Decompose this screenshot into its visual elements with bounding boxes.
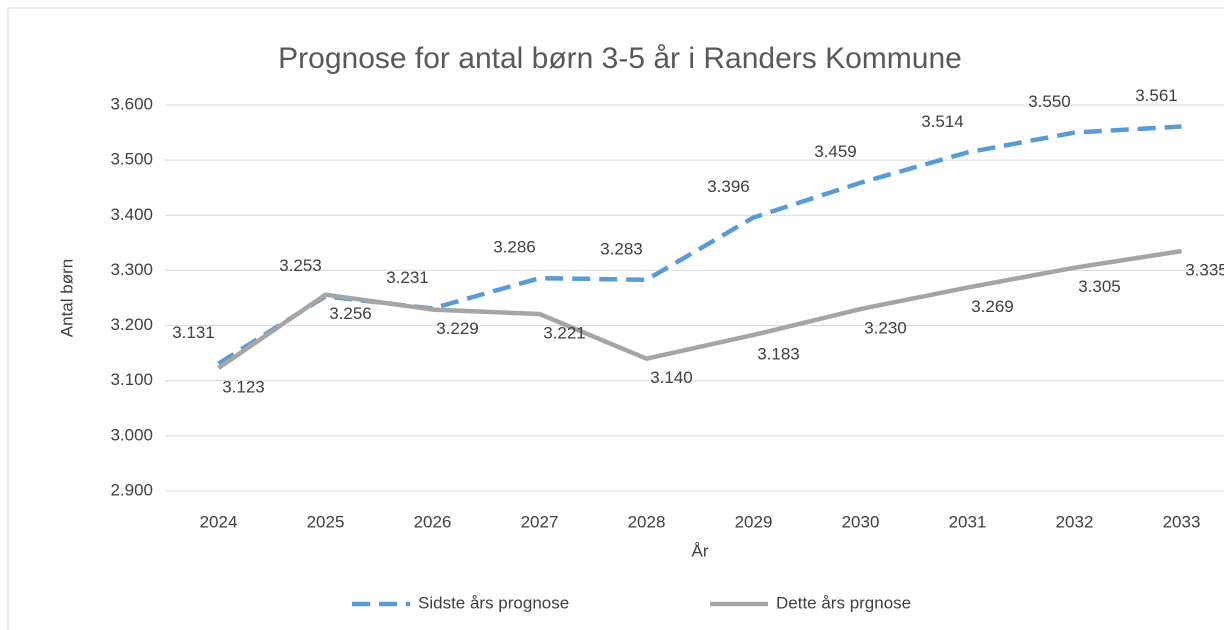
data-label: 3.123: [222, 378, 265, 397]
data-label: 3.396: [707, 177, 750, 196]
chart-title: Prognose for antal børn 3-5 år i Randers…: [278, 42, 962, 75]
data-label: 3.269: [971, 297, 1014, 316]
y-tick-label: 3.600: [110, 94, 153, 113]
series-line: [217, 124, 1182, 366]
data-label: 3.183: [757, 344, 800, 363]
x-tick-label: 2030: [842, 512, 880, 531]
data-label: 3.131: [172, 323, 215, 342]
y-tick-label: 3.100: [110, 370, 153, 389]
data-label: 3.283: [600, 239, 643, 258]
data-label: 3.305: [1078, 277, 1121, 296]
x-tick-label: 2028: [628, 512, 666, 531]
data-label: 3.514: [921, 112, 964, 131]
chart-border: [7, 7, 1224, 630]
legend-label: Dette års prgnose: [776, 593, 911, 612]
y-tick-label: 3.000: [110, 425, 153, 444]
series-line: [217, 248, 1182, 370]
x-tick-label: 2033: [1163, 512, 1201, 531]
y-tick-label: 3.300: [110, 260, 153, 279]
data-label: 3.335: [1185, 261, 1224, 280]
x-tick-label: 2025: [307, 512, 345, 531]
x-tick-label: 2027: [521, 512, 559, 531]
data-label: 3.140: [650, 368, 693, 387]
x-tick-label: 2032: [1056, 512, 1094, 531]
y-tick-label: 3.200: [110, 315, 153, 334]
data-label: 3.229: [436, 319, 479, 338]
x-tick-label: 2026: [414, 512, 452, 531]
data-label: 3.253: [279, 256, 322, 275]
legend-label: Sidste års prognose: [418, 593, 569, 612]
data-label: 3.230: [864, 319, 907, 338]
data-label: 3.459: [814, 142, 857, 161]
x-axis-label: År: [692, 541, 709, 560]
x-tick-label: 2024: [200, 512, 238, 531]
x-tick-label: 2031: [949, 512, 987, 531]
data-label: 3.231: [386, 268, 429, 287]
data-label: 3.561: [1135, 86, 1178, 105]
y-tick-label: 2.900: [110, 480, 153, 499]
data-label: 3.550: [1028, 92, 1071, 111]
data-label: 3.256: [329, 304, 372, 323]
x-tick-label: 2029: [735, 512, 773, 531]
data-label: 3.221: [543, 323, 586, 342]
y-tick-label: 3.400: [110, 205, 153, 224]
y-tick-label: 3.500: [110, 150, 153, 169]
y-axis-label: Antal børn: [57, 259, 76, 337]
data-label: 3.286: [493, 238, 536, 257]
